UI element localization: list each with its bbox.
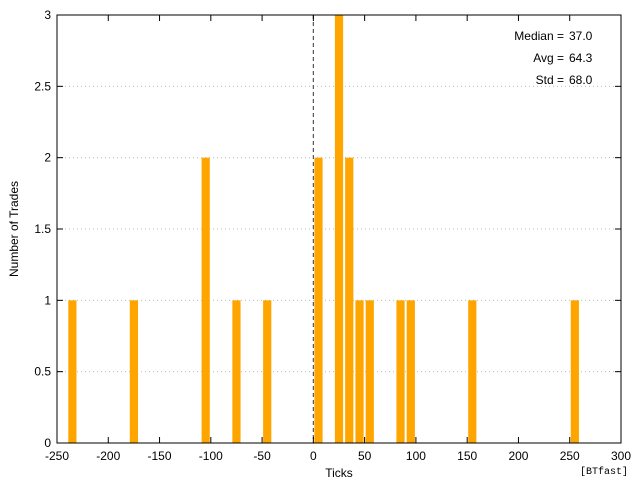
histogram-bar — [355, 300, 364, 443]
bars-group — [68, 15, 579, 443]
x-tick-label: 250 — [560, 449, 580, 463]
x-tick-label: -250 — [45, 449, 69, 463]
x-tick-label: 0 — [310, 449, 317, 463]
histogram-bar — [314, 157, 323, 443]
y-tick-label: 0 — [44, 436, 51, 450]
x-tick-label: -50 — [253, 449, 271, 463]
x-tick-label: 200 — [508, 449, 528, 463]
x-tick-label: -100 — [199, 449, 223, 463]
y-tick-label: 1.5 — [34, 222, 51, 236]
stat-value: 64.3 — [569, 51, 593, 65]
histogram-bar — [232, 300, 241, 443]
histogram-bar — [365, 300, 374, 443]
y-tick-label: 0.5 — [34, 365, 51, 379]
histogram-bar — [570, 300, 579, 443]
y-axis-label: Number of Trades — [7, 181, 21, 277]
x-tick-label: -150 — [148, 449, 172, 463]
y-axis-ticks: 0 0.5 1 1.5 2 2.5 3 — [34, 8, 621, 450]
histogram-bar — [468, 300, 477, 443]
x-tick-label: 50 — [358, 449, 372, 463]
y-tick-label: 2.5 — [34, 79, 51, 93]
histogram-bar — [201, 157, 210, 443]
histogram-bar — [406, 300, 415, 443]
x-tick-label: 100 — [406, 449, 426, 463]
stat-label: Median = — [514, 29, 564, 43]
x-tick-label: -200 — [96, 449, 120, 463]
histogram-bar — [396, 300, 405, 443]
watermark-label: [BTfast] — [580, 466, 628, 478]
x-axis-ticks: -250 -200 -150 -100 -50 0 50 100 150 200 250 300 — [45, 15, 631, 463]
stat-value: 68.0 — [569, 73, 593, 87]
stat-label: Avg = — [533, 51, 564, 65]
x-tick-label: 300 — [611, 449, 631, 463]
histogram-bar — [129, 300, 139, 443]
y-tick-label: 2 — [44, 151, 51, 165]
histogram-bar — [345, 157, 354, 443]
y-tick-label: 1 — [44, 293, 51, 307]
y-tick-label: 3 — [44, 8, 51, 22]
histogram-bar — [68, 300, 77, 443]
x-axis-label: Ticks — [325, 466, 353, 480]
stat-label: Std = — [536, 73, 564, 87]
histogram-bar — [334, 15, 344, 443]
stat-value: 37.0 — [569, 29, 593, 43]
stats-box: Median = 37.0 Avg = 64.3 Std = 68.0 — [514, 29, 592, 87]
histogram-bar — [263, 300, 272, 443]
x-tick-label: 150 — [457, 449, 477, 463]
